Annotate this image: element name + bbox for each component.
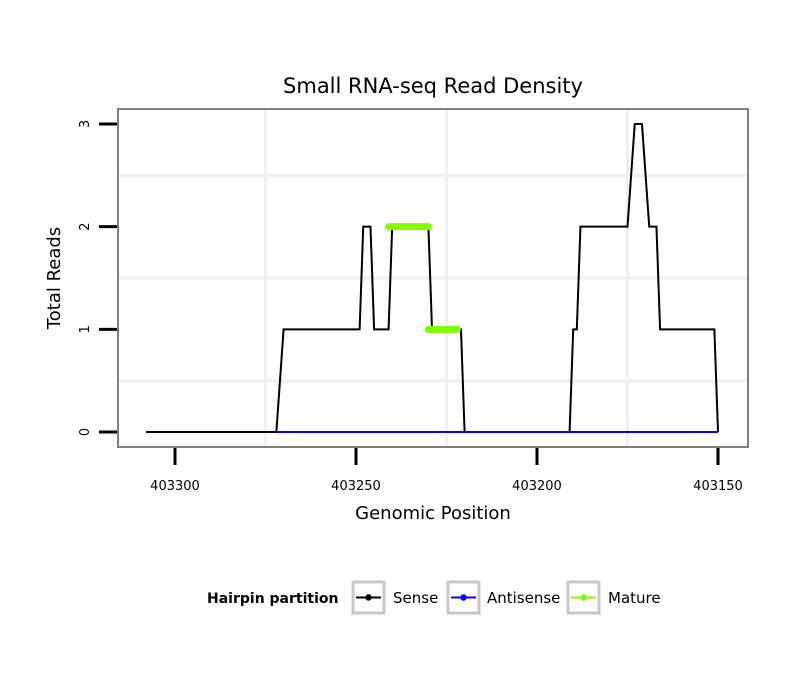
legend-title: Hairpin partition	[207, 591, 338, 607]
legend-label: Antisense	[487, 589, 560, 607]
x-tick-label: 403250	[331, 479, 381, 494]
chart-title: Small RNA-seq Read Density	[283, 74, 583, 98]
x-tick-label: 403300	[150, 479, 200, 494]
y-tick-label: 2	[78, 223, 93, 231]
legend-item-sense: Sense	[351, 580, 438, 615]
legend-entries: Sense Antisense Mature	[351, 580, 661, 615]
series-layer	[146, 123, 719, 433]
y-axis: 0 1 2 3	[78, 120, 117, 436]
y-tick-label: 3	[78, 120, 93, 128]
legend-key-marker	[460, 594, 467, 601]
plot-panel	[117, 108, 749, 448]
legend-key-marker	[365, 594, 372, 601]
legend-label: Mature	[608, 589, 661, 607]
x-axis-title: Genomic Position	[355, 503, 511, 524]
legend-item-antisense: Antisense	[446, 580, 560, 615]
x-tick-label: 403200	[512, 479, 562, 494]
x-axis: 403300 403250 403200 403150	[150, 448, 743, 494]
legend-key-marker	[580, 594, 587, 601]
x-tick-label: 403150	[693, 479, 743, 494]
y-axis-title: Total Reads	[44, 227, 65, 330]
legend-label: Sense	[393, 589, 438, 607]
legend: Hairpin partition Sense Antisense Mature	[207, 580, 661, 615]
grid-lines	[119, 110, 747, 446]
legend-item-mature: Mature	[566, 580, 661, 615]
y-tick-label: 1	[78, 325, 93, 333]
y-tick-label: 0	[78, 428, 93, 436]
